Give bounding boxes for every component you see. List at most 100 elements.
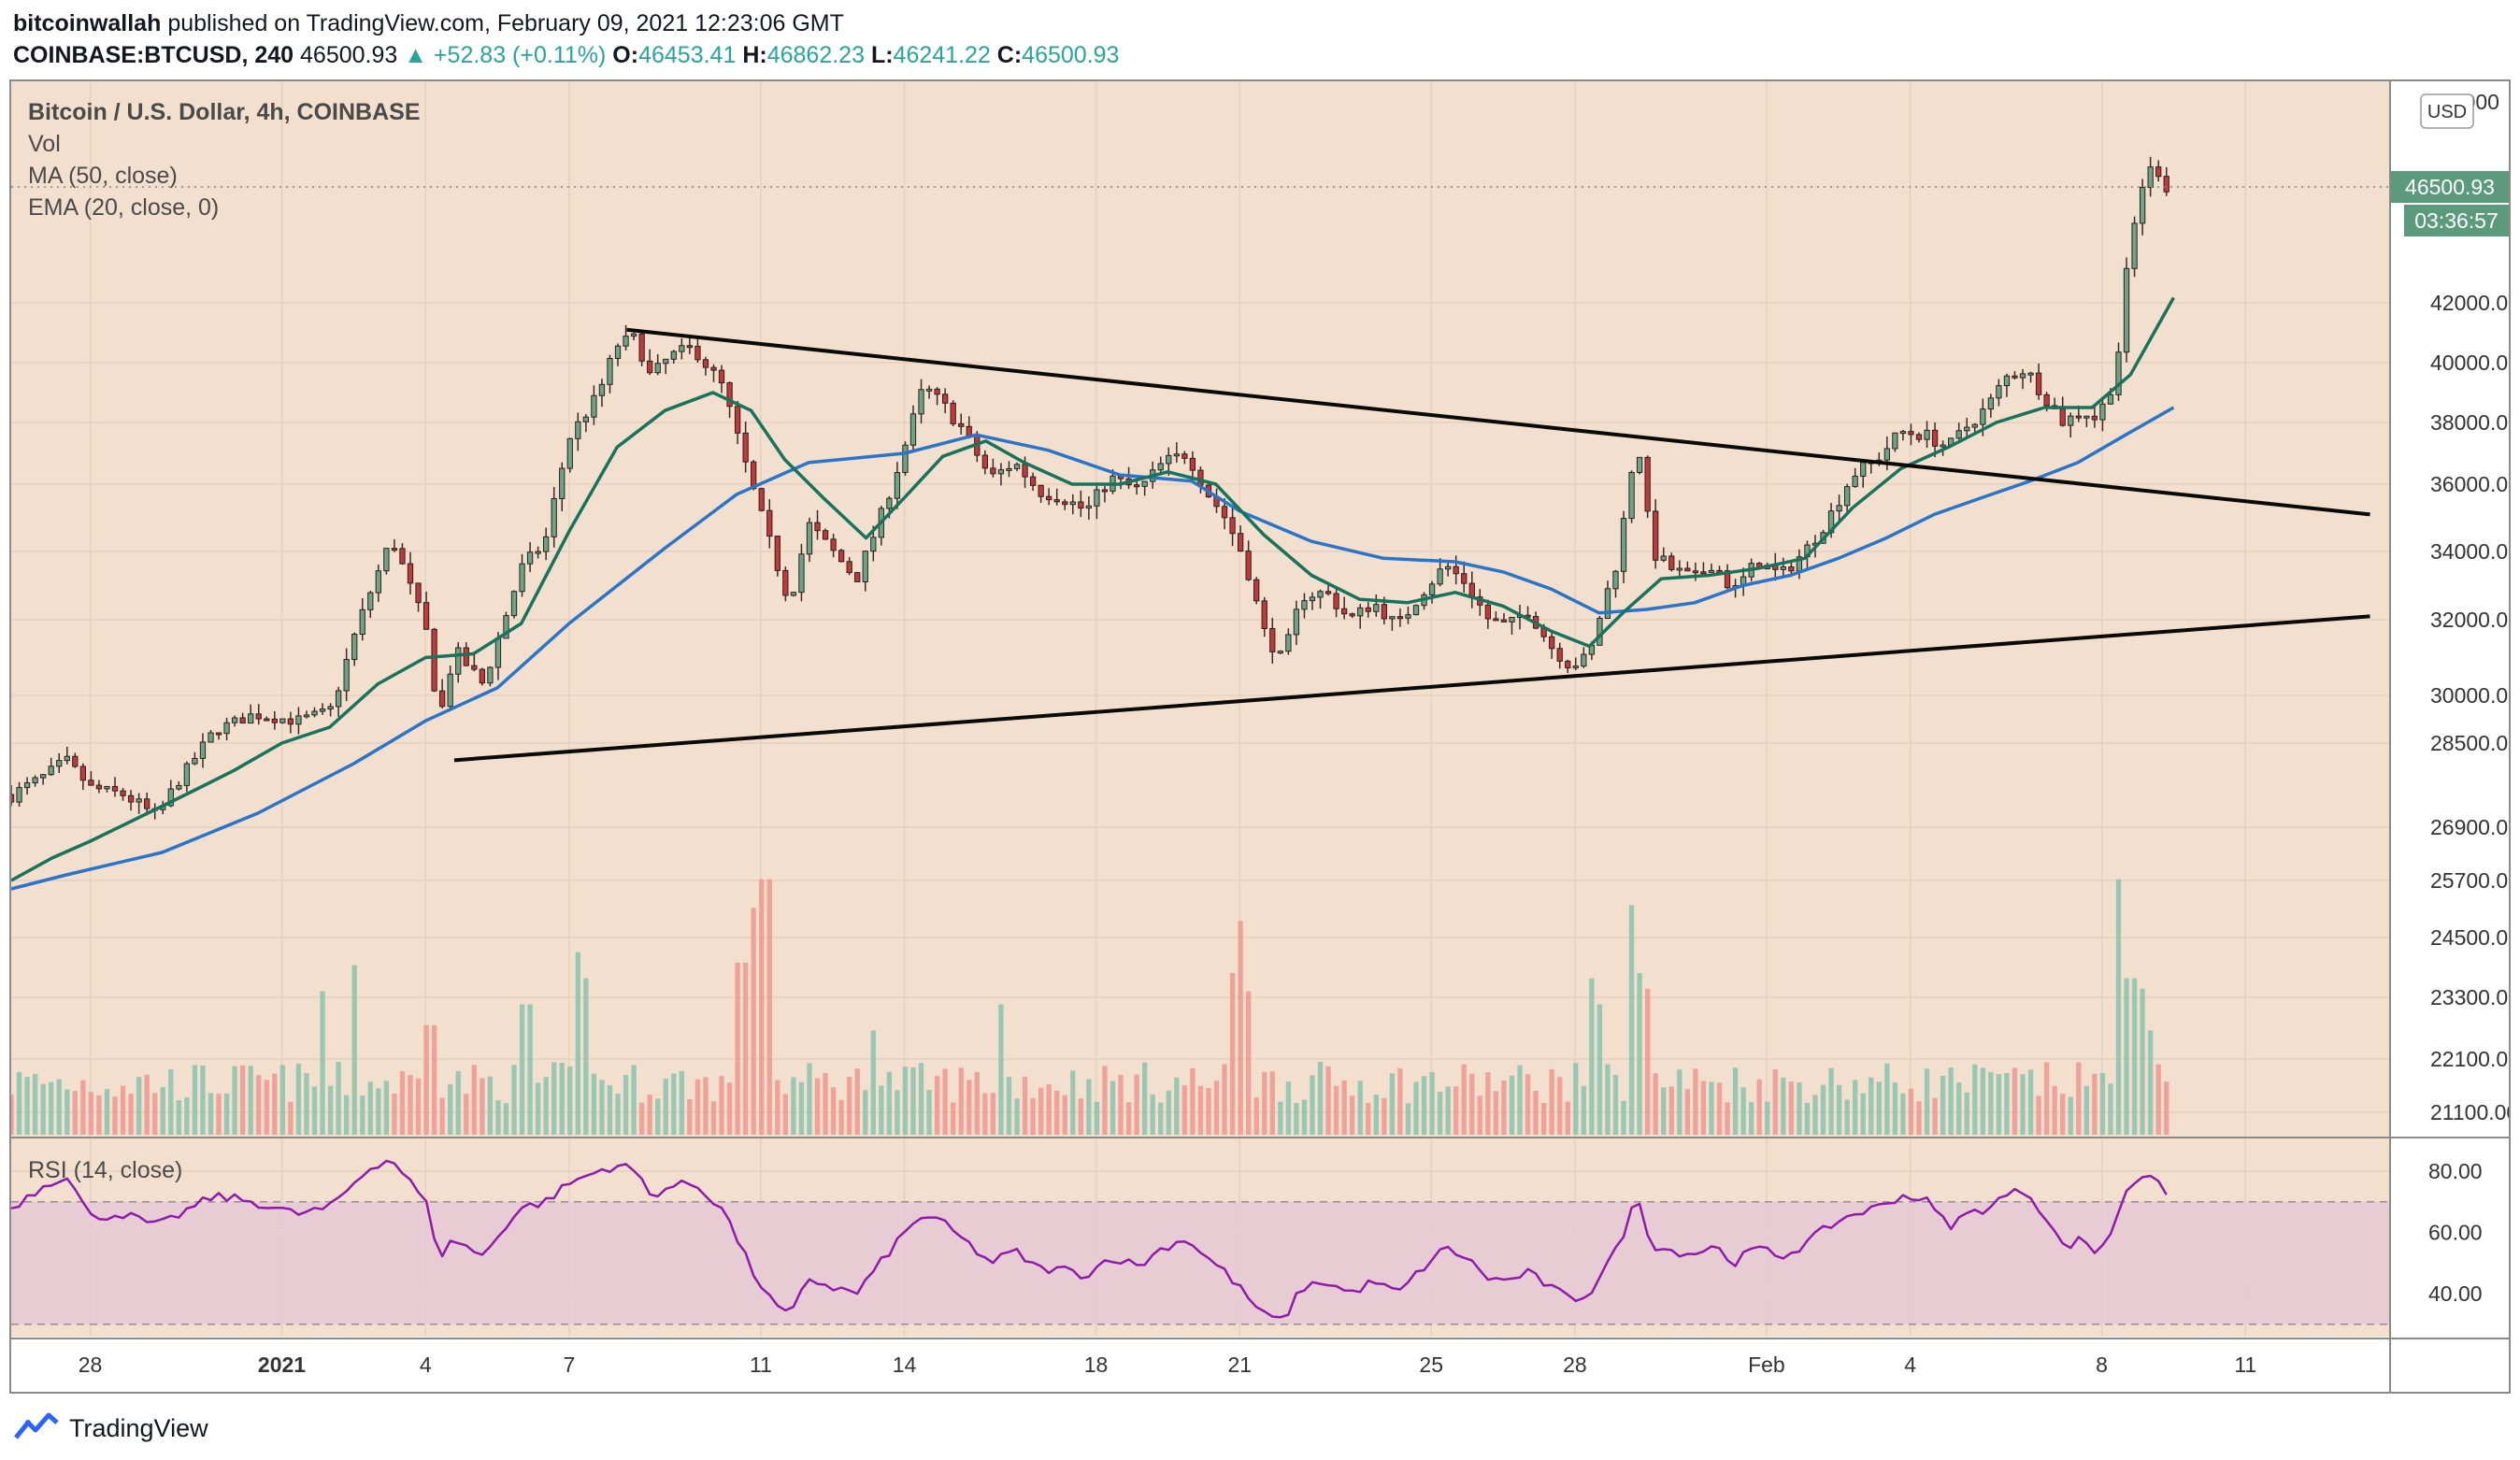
volume-bar	[1453, 1086, 1459, 1135]
volume-bar	[870, 1030, 876, 1135]
volume-bar	[879, 1085, 884, 1135]
ema-20-line	[10, 296, 2175, 882]
candle-body	[798, 553, 805, 594]
candle-body	[455, 647, 462, 675]
candle-body	[2068, 415, 2074, 426]
volume-bar	[663, 1079, 668, 1135]
legend-rsi[interactable]: RSI (14, close)	[28, 1157, 182, 1183]
volume-bar	[607, 1085, 613, 1135]
candle-body	[343, 659, 350, 692]
candle-body	[1141, 480, 1148, 487]
volume-bar	[2068, 1096, 2073, 1135]
candle-body	[909, 413, 917, 446]
price-axis-label: 21100.00	[2430, 1100, 2511, 1124]
legend-ema[interactable]: EMA (20, close, 0)	[28, 194, 219, 221]
volume-bar	[248, 1066, 253, 1135]
volume-bar	[1869, 1077, 1874, 1135]
chart-svg[interactable]: 28 2021 4 7 11 14 18 21 25 28 Feb 4 8 11 42000.00 40000…	[7, 79, 2520, 1397]
candle-body	[1445, 565, 1452, 570]
last-price-tag	[2391, 171, 2509, 203]
volume-bar	[511, 1065, 517, 1135]
volume-bar	[1876, 1081, 1882, 1135]
chart-frame[interactable]: 28 2021 4 7 11 14 18 21 25 28 Feb 4 8 11 42000.00 40000…	[7, 79, 2520, 1397]
volume-bar	[56, 1079, 62, 1135]
volume-bar	[415, 1078, 422, 1135]
candle-body	[1453, 565, 1459, 575]
legend-ma[interactable]: MA (50, close)	[28, 163, 178, 189]
candle-body	[694, 345, 701, 361]
time-axis-label: 28	[79, 1353, 103, 1377]
author-name[interactable]: bitcoinwallah	[13, 10, 162, 36]
candle-body	[870, 537, 877, 552]
candle-body	[742, 432, 749, 463]
volume-bar	[480, 1078, 485, 1135]
volume-bar	[1477, 1095, 1482, 1135]
volume-bar	[1677, 1069, 1682, 1135]
volume-bar	[1964, 1092, 1969, 1135]
candle-body	[439, 690, 446, 708]
candle-body	[127, 794, 135, 803]
volume-bar	[1030, 1097, 1036, 1135]
volume-bar	[1350, 1095, 1355, 1135]
candle-body	[2012, 375, 2018, 379]
volume-bar	[1110, 1081, 1116, 1135]
volume-bar	[104, 1089, 110, 1135]
candle-body	[359, 608, 365, 635]
time-axis-label: 21	[1227, 1353, 1252, 1377]
close-value: 46500.93	[1022, 42, 1120, 68]
volume-bar	[1094, 1101, 1100, 1135]
price-axis-label: 28500.00	[2430, 731, 2511, 755]
volume-bar	[807, 1063, 812, 1135]
candle-body	[981, 454, 989, 469]
volume-bar	[1469, 1073, 1475, 1135]
volume-bar	[1996, 1074, 2002, 1135]
volume-bar	[551, 1062, 557, 1135]
volume-bar	[200, 1065, 206, 1135]
volume-bar	[1645, 988, 1651, 1135]
volume-bar	[1509, 1075, 1515, 1135]
volume-bar	[1725, 1102, 1730, 1135]
candle-body	[1899, 431, 1907, 435]
candle-body	[48, 766, 54, 776]
tradingview-logo-icon[interactable]	[13, 1411, 60, 1445]
volume-bar	[1924, 1068, 1930, 1135]
volume-bar	[1693, 1068, 1698, 1135]
volume-bar	[16, 1071, 22, 1135]
volume-bar	[2140, 988, 2145, 1135]
volume-bar	[2027, 1069, 2034, 1135]
volume-bar	[1916, 1101, 1922, 1135]
volume-bar	[1684, 1089, 1691, 1135]
volume-bar	[448, 1084, 453, 1135]
candle-body	[23, 782, 31, 789]
candle-body	[1094, 489, 1100, 507]
volume-bar	[1525, 1074, 1531, 1135]
candle-body	[1660, 555, 1667, 561]
ohlc-line: COINBASE:BTCUSD, 240 46500.93 ▲ +52.83 (…	[13, 39, 2499, 71]
volume-bar	[1828, 1067, 1834, 1135]
tradingview-brand[interactable]: TradingView	[69, 1413, 208, 1442]
volume-bar	[671, 1073, 677, 1135]
candle-body	[638, 333, 645, 362]
volume-bar	[120, 1085, 126, 1135]
symbol-label[interactable]: COINBASE:BTCUSD, 240	[13, 42, 294, 68]
volume-bar	[1932, 1097, 1938, 1135]
candle-body	[223, 722, 230, 735]
volume-bar	[40, 1083, 46, 1135]
price-axis-label: 42000.00	[2430, 291, 2511, 315]
legend-vol[interactable]: Vol	[28, 131, 61, 157]
volume-bar	[1269, 1071, 1275, 1135]
candle-body	[559, 467, 566, 499]
volume-bar	[1884, 1063, 1890, 1135]
price-axis-label: 24500.00	[2430, 925, 2511, 950]
currency-badge[interactable]	[2420, 93, 2474, 129]
volume-bar	[1150, 1094, 1155, 1135]
volume-bar	[1980, 1067, 1985, 1135]
volume-bar	[2020, 1074, 2026, 1135]
candle-body	[582, 416, 590, 422]
candle-body	[1653, 510, 1659, 561]
candle-body	[1324, 591, 1332, 594]
countdown-tag	[2404, 205, 2509, 236]
candle-body	[966, 425, 972, 437]
candle-body	[367, 592, 374, 610]
candle-body	[535, 551, 541, 554]
